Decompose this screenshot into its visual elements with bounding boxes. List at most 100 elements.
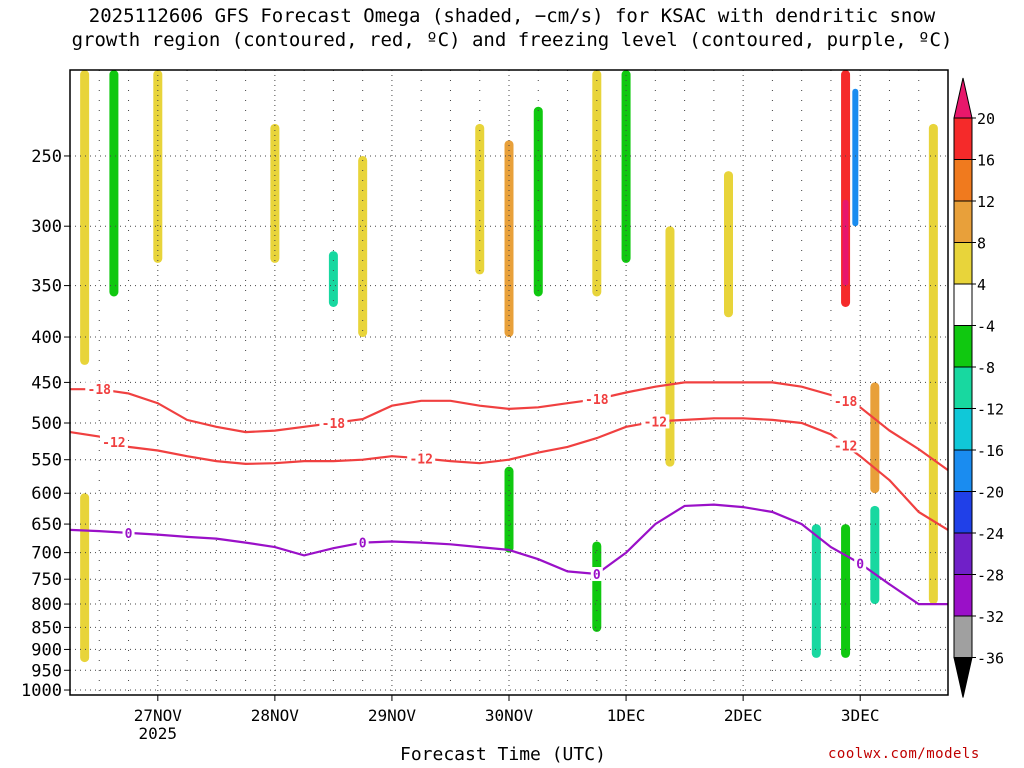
omega-blob-20 (811, 524, 821, 658)
colorbar-bottom-arrow (953, 657, 973, 698)
colorbar-segment-8 (953, 449, 973, 492)
colorbar-label: -24 (977, 525, 1004, 543)
contour-label-9: 0 (359, 537, 367, 552)
omega-blob-7 (504, 140, 514, 338)
y-tick-label-1000: 1000 (21, 681, 62, 701)
x-axis-title: Forecast Time (UTC) (400, 744, 606, 765)
y-tick-label-950: 950 (31, 661, 62, 681)
colorbar: 20 16 12 8 4 -4 -8 -12 -16 -20 -24 -28 -32 -36 (953, 77, 1004, 698)
contour-label-bg (122, 525, 135, 540)
omega-blob-16 (870, 382, 880, 494)
x-tick-label-2dec: 2DEC (724, 706, 763, 725)
colorbar-segment-2 (953, 200, 973, 243)
omega-blob-5 (358, 155, 368, 338)
contour-label-bg (407, 451, 436, 466)
contour-m18 (70, 381, 949, 471)
omega-blob-3 (270, 123, 280, 263)
contour-label-11: 0 (856, 557, 864, 572)
grid-lines (70, 70, 948, 695)
omega-blob-10 (621, 70, 631, 263)
y-tick-label-300: 300 (31, 217, 62, 237)
omega-shading (80, 70, 938, 663)
y-axis: 2503003504004505005506006507007508008509… (21, 147, 70, 701)
title-line-1: 2025112606 GFS Forecast Omega (shaded, −… (88, 5, 936, 27)
contours: -18 -18 -18 -18 -12 -12 -12 -12 0 0 0 0 (69, 381, 949, 606)
contour-label-2: -18 (585, 393, 609, 408)
omega-blob-14 (852, 88, 859, 227)
omega-blob-17 (928, 123, 938, 605)
y-tick-label-600: 600 (31, 484, 62, 504)
omega-blob-15 (842, 199, 849, 286)
contour-label-6: -12 (644, 415, 667, 430)
y-tick-label-550: 550 (31, 451, 62, 471)
colorbar-label: 4 (977, 276, 986, 294)
x-tick-label-28nov: 28NOV (251, 706, 300, 725)
x-tick-label-3dec: 3DEC (841, 706, 880, 725)
contour-label-7: -12 (834, 439, 857, 454)
contour-label-10: 0 (593, 568, 601, 583)
colorbar-label: 16 (977, 152, 995, 170)
omega-blob-22 (870, 505, 880, 605)
colorbar-segment-12 (953, 615, 973, 658)
colorbar-label: 20 (977, 110, 995, 128)
colorbar-segment-6 (953, 366, 973, 409)
colorbar-label: 12 (977, 193, 995, 211)
colorbar-segment-10 (953, 532, 973, 575)
x-tick-label-1dec: 1DEC (607, 706, 646, 725)
colorbar-label: -4 (977, 318, 995, 336)
y-tick-label-400: 400 (31, 328, 62, 348)
omega-blob-9 (592, 70, 602, 297)
contour-m12 (69, 417, 949, 531)
omega-blob-23 (80, 493, 90, 663)
colorbar-label: -32 (977, 608, 1004, 626)
colorbar-label: 8 (977, 235, 986, 253)
colorbar-label: -8 (977, 359, 995, 377)
colorbar-segment-11 (953, 574, 973, 617)
contour-label-4: -12 (102, 436, 125, 451)
contour-label-bg (854, 556, 867, 571)
contour-label-0: -18 (88, 383, 112, 398)
colorbar-label: -12 (977, 401, 1004, 419)
title-line-2: growth region (contoured, red, ºC) and f… (71, 29, 953, 51)
colorbar-segment-1 (953, 159, 973, 202)
contour-label-bg (641, 414, 670, 429)
y-tick-label-500: 500 (31, 414, 62, 434)
y-tick-label-450: 450 (31, 373, 62, 393)
contour-label-bg (831, 394, 860, 409)
contour-label-1: -18 (322, 417, 346, 432)
contour-label-bg (831, 438, 860, 453)
colorbar-label: -20 (977, 484, 1004, 502)
omega-blob-12 (724, 171, 733, 318)
colorbar-segment-7 (953, 408, 973, 451)
y-tick-label-700: 700 (31, 544, 62, 564)
y-tick-label-250: 250 (31, 147, 62, 167)
contour-label-bg (356, 535, 369, 550)
contour-freezing (69, 503, 948, 606)
y-tick-label-850: 850 (31, 618, 62, 638)
y-tick-label-650: 650 (31, 515, 62, 535)
omega-blob-2 (153, 70, 163, 263)
omega-blob-11 (665, 226, 675, 467)
omega-blob-21 (841, 524, 851, 658)
colorbar-segment-5 (953, 325, 973, 368)
x-tick-label-27nov: 27NOV (134, 706, 183, 725)
contour-label-5: -12 (409, 452, 432, 467)
omega-blob-19 (592, 541, 602, 632)
credit-link[interactable]: coolwx.com/models (828, 746, 980, 762)
omega-blob-8 (533, 106, 543, 297)
omega-blob-18 (504, 466, 514, 553)
contour-label-bg (582, 392, 611, 407)
omega-blob-0 (80, 70, 90, 365)
y-tick-label-350: 350 (31, 277, 62, 297)
contour-label-8: 0 (125, 527, 133, 542)
contour-label-bg (85, 382, 114, 397)
x-tick-label-30nov: 30NOV (485, 706, 534, 725)
colorbar-label: -36 (977, 650, 1004, 668)
contour-label-bg (319, 415, 348, 430)
y-tick-label-750: 750 (31, 570, 62, 590)
colorbar-top-arrow (953, 77, 973, 119)
contour-label-bg (99, 434, 128, 449)
colorbar-segment-3 (953, 242, 973, 285)
